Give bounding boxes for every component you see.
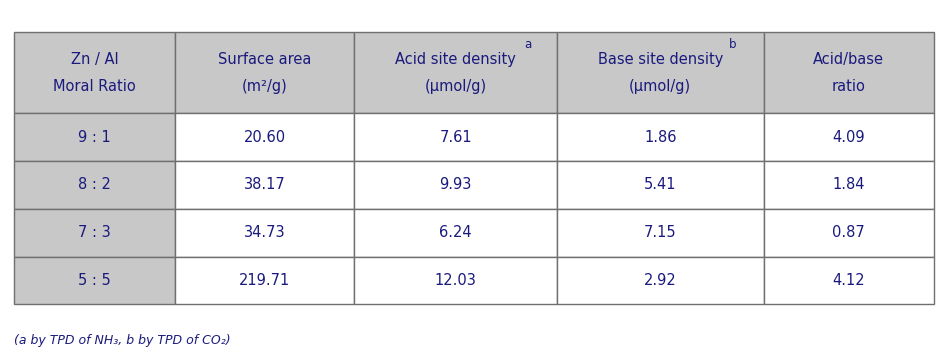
Text: 219.71: 219.71 <box>239 273 290 288</box>
Text: 8 : 2: 8 : 2 <box>79 177 111 193</box>
Bar <box>355 113 556 161</box>
Bar <box>14 32 175 113</box>
Bar <box>764 209 934 257</box>
Text: 1.86: 1.86 <box>644 130 677 145</box>
Text: 4.09: 4.09 <box>832 130 865 145</box>
Bar <box>355 257 556 304</box>
Text: Surface area: Surface area <box>218 52 312 67</box>
Text: 7.15: 7.15 <box>644 225 677 240</box>
Bar <box>175 257 355 304</box>
Text: (m²/g): (m²/g) <box>242 79 287 94</box>
Text: Zn / Al: Zn / Al <box>71 52 118 67</box>
Bar <box>764 113 934 161</box>
Bar <box>764 32 934 113</box>
Bar <box>355 32 556 113</box>
Bar <box>175 161 355 209</box>
Bar <box>175 32 355 113</box>
Text: 34.73: 34.73 <box>244 225 285 240</box>
Bar <box>355 209 556 257</box>
Text: 9.93: 9.93 <box>440 177 472 193</box>
Text: 4.12: 4.12 <box>832 273 865 288</box>
Text: 7 : 3: 7 : 3 <box>79 225 111 240</box>
Text: Moral Ratio: Moral Ratio <box>53 79 137 94</box>
Text: Acid site density: Acid site density <box>395 52 516 67</box>
Text: 7.61: 7.61 <box>439 130 472 145</box>
Bar <box>764 257 934 304</box>
Bar <box>556 161 764 209</box>
Text: (μmol/g): (μmol/g) <box>629 79 691 94</box>
Bar <box>14 209 175 257</box>
Text: (μmol/g): (μmol/g) <box>425 79 486 94</box>
Text: a: a <box>524 38 532 51</box>
Text: b: b <box>729 38 737 51</box>
Text: 20.60: 20.60 <box>244 130 286 145</box>
Bar <box>556 32 764 113</box>
Text: 1.84: 1.84 <box>832 177 865 193</box>
Text: Acid/base: Acid/base <box>813 52 884 67</box>
Bar <box>14 257 175 304</box>
Text: 38.17: 38.17 <box>244 177 285 193</box>
Bar <box>764 161 934 209</box>
Text: 6.24: 6.24 <box>439 225 472 240</box>
Text: 0.87: 0.87 <box>832 225 866 240</box>
Bar <box>14 113 175 161</box>
Bar <box>556 113 764 161</box>
Text: ratio: ratio <box>831 79 866 94</box>
Text: 2.92: 2.92 <box>644 273 677 288</box>
Text: 5 : 5: 5 : 5 <box>79 273 111 288</box>
Text: 9 : 1: 9 : 1 <box>79 130 111 145</box>
Bar <box>175 209 355 257</box>
Bar <box>175 113 355 161</box>
Text: 12.03: 12.03 <box>435 273 477 288</box>
Bar <box>355 161 556 209</box>
Bar <box>556 257 764 304</box>
Text: (a by TPD of NH₃, b by TPD of CO₂): (a by TPD of NH₃, b by TPD of CO₂) <box>14 334 231 347</box>
Text: 5.41: 5.41 <box>644 177 677 193</box>
Text: Base site density: Base site density <box>597 52 723 67</box>
Bar <box>556 209 764 257</box>
Bar <box>14 161 175 209</box>
